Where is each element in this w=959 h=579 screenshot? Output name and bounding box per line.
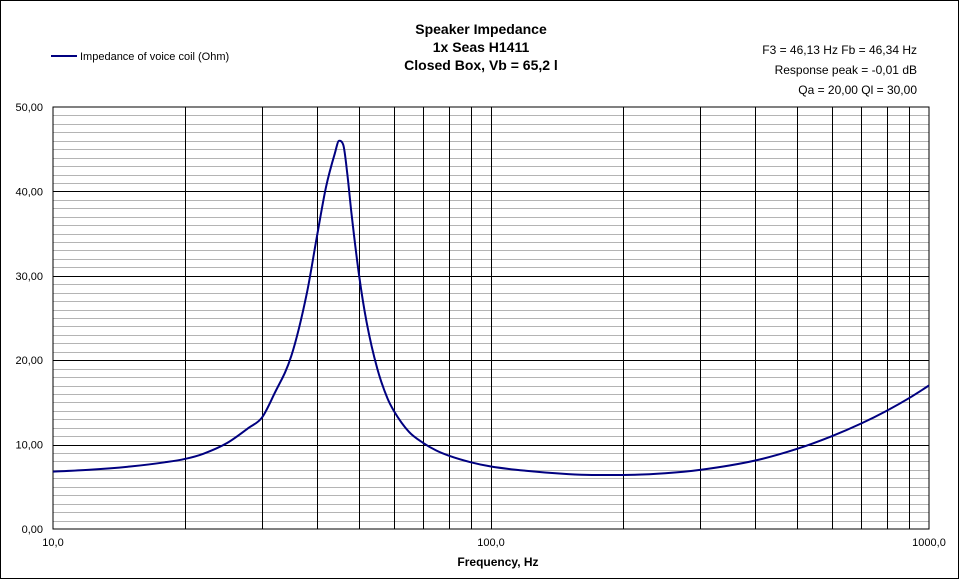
chart-info-annotations: F3 = 46,13 Hz Fb = 46,34 Hz Response peak…	[762, 43, 917, 97]
legend: Impedance of voice coil (Ohm)	[51, 51, 229, 63]
y-tick-label: 40,00	[15, 186, 43, 198]
info-annotation: Qa = 20,00 Ql = 30,00	[798, 83, 917, 97]
info-annotation: Response peak = -0,01 dB	[775, 63, 917, 77]
chart-title-line: 1x Seas H1411	[433, 39, 530, 55]
x-tick-label: 10,0	[42, 537, 63, 549]
chart-title: Speaker Impedance 1x Seas H1411 Closed Box…	[404, 21, 558, 73]
x-axis-tick-labels: 10,0 100,0 1000,0	[42, 537, 946, 549]
major-gridlines	[53, 107, 929, 529]
legend-label: Impedance of voice coil (Ohm)	[80, 51, 229, 63]
y-tick-label: 50,00	[15, 102, 43, 114]
plot-area-frame	[52, 106, 930, 530]
y-tick-label: 30,00	[15, 271, 43, 283]
y-axis-tick-labels: 0,00 10,00 20,00 30,00 40,00 50,00	[15, 102, 43, 536]
x-tick-label: 100,0	[477, 537, 505, 549]
y-tick-label: 20,00	[15, 355, 43, 367]
chart-title-line: Speaker Impedance	[415, 21, 547, 37]
y-tick-label: 10,00	[15, 440, 43, 452]
y-tick-label: 0,00	[22, 524, 43, 536]
chart-title-line: Closed Box, Vb = 65,2 l	[404, 57, 558, 73]
x-tick-label: 1000,0	[912, 537, 946, 549]
series-line-impedance	[52, 139, 930, 476]
info-annotation: F3 = 46,13 Hz Fb = 46,34 Hz	[762, 43, 917, 57]
x-axis-label: Frequency, Hz	[457, 555, 538, 569]
